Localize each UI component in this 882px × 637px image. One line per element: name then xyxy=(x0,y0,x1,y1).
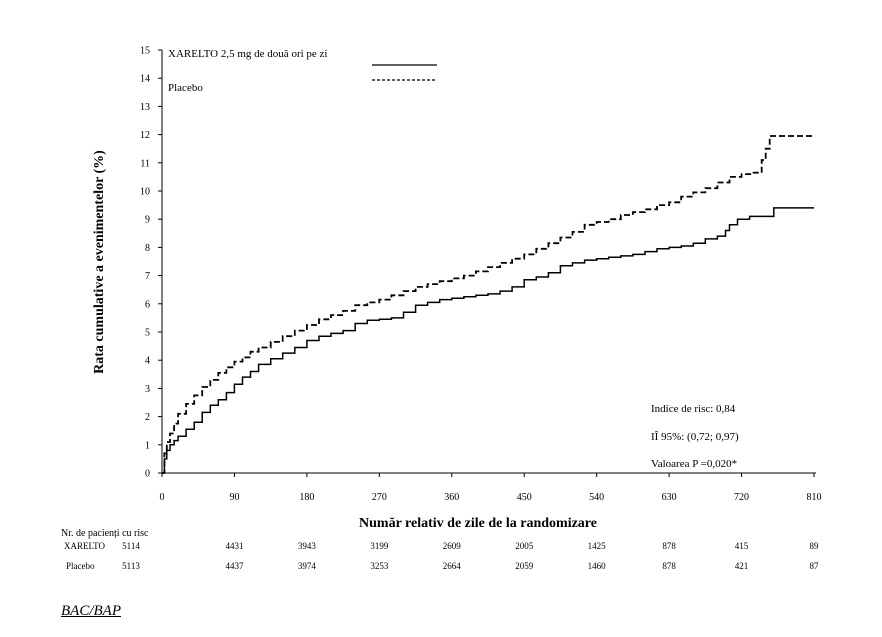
y-tick-label: 14 xyxy=(140,74,150,85)
series-line-xarelto xyxy=(162,207,814,474)
y-tick-label: 3 xyxy=(145,384,150,395)
x-tick-label: 360 xyxy=(444,492,459,503)
y-tick-label: 1 xyxy=(145,440,150,451)
x-tick-label: 720 xyxy=(734,492,749,503)
risk-table-cell: 2005 xyxy=(515,541,534,551)
series-line-placebo xyxy=(162,135,814,474)
statistics-annotations: Indice de risc: 0,84 IÎ 95%: (0,72; 0,97… xyxy=(651,403,739,470)
risk-table-cell: 4437 xyxy=(225,561,244,571)
y-tick-label: 11 xyxy=(140,158,150,169)
risk-table-cell: 878 xyxy=(662,541,676,551)
risk-table-cell: 89 xyxy=(809,541,819,551)
legend-label-placebo: Placebo xyxy=(168,82,203,94)
risk-table-cell: 4431 xyxy=(225,541,244,551)
y-tick-label: 12 xyxy=(140,130,150,141)
risk-table-cell: 1425 xyxy=(587,541,606,551)
x-tick-label: 0 xyxy=(160,492,165,503)
y-tick-label: 6 xyxy=(145,299,150,310)
risk-table-title: Nr. de pacienți cu risc xyxy=(61,528,149,539)
y-tick-label: 10 xyxy=(140,187,150,198)
risk-row-label: Placebo xyxy=(66,561,95,571)
hazard-ratio-text: Indice de risc: 0,84 xyxy=(651,403,736,415)
x-tick-label: 540 xyxy=(589,492,604,503)
risk-table-cell: 3974 xyxy=(297,561,316,571)
confidence-interval-text: IÎ 95%: (0,72; 0,97) xyxy=(651,431,739,443)
x-axis-ticks: 0 90 180 270 360 450 540 630 720 810 xyxy=(160,473,822,503)
section-title: BAC/BAP xyxy=(61,603,121,619)
y-tick-label: 5 xyxy=(145,328,150,339)
risk-table-cell: 2664 xyxy=(442,561,461,571)
x-tick-label: 180 xyxy=(299,492,314,503)
y-tick-label: 8 xyxy=(145,243,150,254)
legend-label-xarelto: XARELTO 2,5 mg de două ori pe zi xyxy=(168,48,327,60)
risk-table-cell: 3253 xyxy=(370,561,389,571)
risk-table-cell: 878 xyxy=(662,561,676,571)
legend: XARELTO 2,5 mg de două ori pe zi Placebo xyxy=(168,48,437,94)
risk-table-cell: 3199 xyxy=(370,541,389,551)
x-axis-label: Număr relativ de zile de la randomizare xyxy=(359,516,597,531)
risk-table-cell: 2609 xyxy=(442,541,461,551)
x-tick-label: 90 xyxy=(229,492,239,503)
risk-row-label: XARELTO xyxy=(64,541,106,551)
x-tick-label: 270 xyxy=(372,492,387,503)
y-tick-label: 0 xyxy=(145,469,150,480)
risk-table-cell: 87 xyxy=(809,561,819,571)
risk-table-cell: 2059 xyxy=(515,561,534,571)
y-tick-label: 9 xyxy=(145,215,150,226)
risk-table-cell: 3943 xyxy=(297,541,316,551)
y-tick-label: 15 xyxy=(140,46,150,57)
y-axis-label: Rata cumulative a evenimentelor (%) xyxy=(92,150,107,374)
y-tick-label: 4 xyxy=(145,356,150,367)
risk-table-cell: 421 xyxy=(734,561,749,571)
risk-table-cell: 5113 xyxy=(122,561,140,571)
risk-table-cell: 415 xyxy=(734,541,749,551)
risk-table-cell: 5114 xyxy=(122,541,140,551)
series-layer xyxy=(162,135,814,474)
p-value-text: Valoarea P =0,020* xyxy=(651,458,737,470)
x-tick-label: 810 xyxy=(807,492,822,503)
y-tick-label: 7 xyxy=(145,271,150,282)
y-tick-label: 2 xyxy=(145,412,150,423)
risk-table-cell: 1460 xyxy=(587,561,606,571)
x-tick-label: 630 xyxy=(662,492,677,503)
y-tick-label: 13 xyxy=(140,102,150,113)
x-tick-label: 450 xyxy=(517,492,532,503)
